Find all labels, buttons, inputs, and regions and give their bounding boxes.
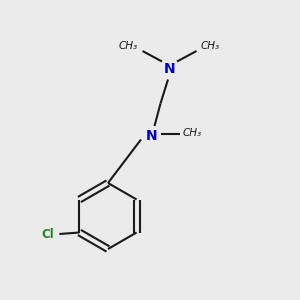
Text: CH₃: CH₃ — [183, 128, 202, 138]
Text: N: N — [164, 62, 175, 76]
Text: CH₃: CH₃ — [201, 41, 220, 52]
Text: N: N — [146, 130, 157, 143]
Text: CH₃: CH₃ — [119, 41, 138, 52]
Text: Cl: Cl — [41, 227, 54, 241]
